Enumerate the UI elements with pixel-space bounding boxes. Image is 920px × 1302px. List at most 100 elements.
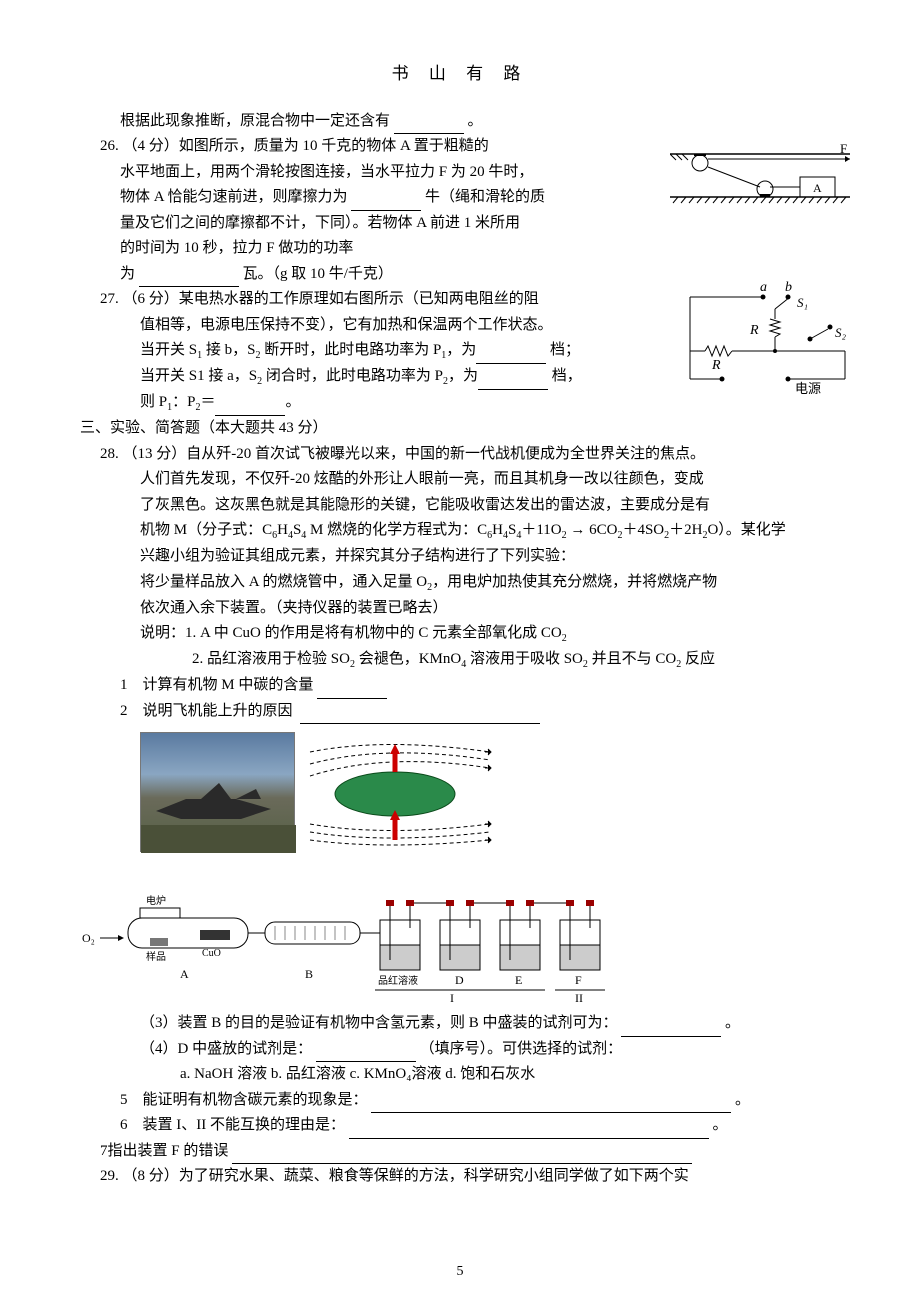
q27-l1t: （6 分）某电热水器的工作原理如右图所示（已知两电阻丝的阻 (123, 291, 539, 307)
blank (215, 398, 285, 416)
lbl-b: b (785, 280, 792, 295)
q28-l4: 机物 M（分子式：C6H4S4 M 燃烧的化学方程式为：C6H4S4＋11O2 … (80, 518, 840, 544)
t: 。 (725, 1015, 740, 1031)
t: （填序号）。可供选择的试剂： (420, 1041, 623, 1057)
section3: 三、实验、简答题（本大题共 43 分） (80, 416, 840, 442)
q28-l1t: （13 分）自从歼-20 首次试飞被曝光以来，中国的新一代战机便成为全世界关注的… (123, 446, 706, 462)
q28-n1: 说明：1. A 中 CuO 的作用是将有机物中的 C 元素全部氧化成 CO2 (80, 621, 840, 647)
q28-l2: 人们首先发现，不仅歼-20 炫酷的外形让人眼前一亮，而且其机身一改以往颜色，变成 (80, 467, 840, 493)
t: 机物 M（分子式：C (140, 522, 272, 538)
t: ＋11O (521, 522, 561, 538)
lbl-E: E (515, 973, 522, 987)
figure-pulley: F A (670, 139, 850, 209)
bottle-1 (380, 900, 420, 970)
t: 档， (548, 368, 582, 384)
figure-row-jet-airfoil (140, 732, 840, 852)
blank (349, 1121, 709, 1139)
t: ＋2H (669, 522, 702, 538)
t: 溶液用于吸收 SO (466, 651, 583, 667)
t: 。 (713, 1117, 728, 1133)
pulley-svg: F A (670, 139, 850, 209)
document-body: 根据此现象推断，原混合物中一定还含有 。 F A (80, 109, 840, 1190)
lbl-cuo: CuO (202, 948, 221, 959)
q28-p1: 1 计算有机物 M 中碳的含量 (80, 673, 840, 699)
q28-l5: 兴趣小组为验证其组成元素，并探究其分子结构进行了下列实验： (80, 544, 840, 570)
q29-num: 29. (100, 1168, 119, 1184)
lbl-O2: O₂ (82, 931, 95, 945)
apparatus-svg: O₂ 电炉 样品 CuO A B (80, 860, 680, 1005)
lbl-sample: 样品 (146, 950, 166, 963)
bottle-2 (440, 900, 480, 970)
t: ＋4SO (622, 522, 664, 538)
q26-l6a: 为 (120, 266, 135, 282)
q28-n2: 2. 品红溶液用于检验 SO2 会褪色，KMnO4 溶液用于吸收 SO2 并且不… (80, 647, 840, 673)
t: O）。某化学 (707, 522, 785, 538)
q27-num: 27. (100, 291, 119, 307)
t: 将少量样品放入 A 的燃烧管中，通入足量 O (140, 574, 427, 590)
lbl-I: I (450, 991, 454, 1005)
t: ，为 (448, 368, 478, 384)
figure-jet (140, 732, 295, 852)
page-number: 5 (0, 1260, 920, 1284)
t: 闭合时，此时电路功率为 P (262, 368, 443, 384)
lbl-D: D (455, 973, 464, 987)
t: （3）装置 B 的目的是验证有机物中含氢元素，则 B 中盛装的试剂可为： (140, 1015, 618, 1031)
q28-l1: 28. （13 分）自从歼-20 首次试飞被曝光以来，中国的新一代战机便成为全世… (80, 442, 840, 468)
t: ＝ (200, 394, 215, 410)
t: 。 (285, 394, 300, 410)
t: 计算有机物 M 中碳的含量 (143, 677, 314, 693)
blank (476, 346, 546, 364)
q28-l3: 了灰黑色。这灰黑色就是其能隐形的关键，它能吸收雷达发出的雷达波，主要成分是有 (80, 493, 840, 519)
q28-p4opt: a. NaOH 溶液 b. 品红溶液 c. KMnO₄溶液 d. 饱和石灰水 (80, 1062, 840, 1088)
page-header-title: 书 山 有 路 (80, 60, 840, 89)
t: 会褪色，KMnO (355, 651, 461, 667)
lbl-src: 电源 (795, 381, 821, 394)
q29-l1: 29. （8 分）为了研究水果、蔬菜、粮食等保鲜的方法，科学研究小组同学做了如下… (80, 1164, 840, 1190)
q28-l6: 将少量样品放入 A 的燃烧管中，通入足量 O2，用电炉加热使其充分燃烧，并将燃烧… (80, 570, 840, 596)
q26-l1t: （4 分）如图所示，质量为 10 千克的物体 A 置于粗糙的 (123, 138, 489, 154)
t: 6 (120, 1117, 128, 1133)
t: → 6CO (567, 522, 618, 538)
pre-line: 根据此现象推断，原混合物中一定还含有 。 (80, 109, 840, 135)
blank (232, 1146, 692, 1164)
circuit-svg: a b S₁ R S₂ 电源 R (670, 279, 850, 394)
jet-svg (141, 733, 296, 853)
q28-p4: （4）D 中盛放的试剂是： （填序号）。可供选择的试剂： (80, 1037, 840, 1063)
t: ，为 (446, 342, 476, 358)
q27-l5: 则 P1：P2＝。 (80, 390, 840, 416)
lbl-R: R (749, 323, 759, 338)
pre-text-b: 。 (468, 113, 483, 129)
pre-text: 根据此现象推断，原混合物中一定还含有 (120, 113, 390, 129)
t: 说明飞机能上升的原因 (143, 703, 293, 719)
lbl-B: B (305, 967, 313, 981)
blank (371, 1095, 731, 1113)
q28-p6: 6 装置 I、II 不能互换的理由是： 。 (80, 1113, 840, 1139)
lbl-II: II (575, 991, 583, 1005)
q28-p5: 5 能证明有机物含碳元素的现象是： 。 (80, 1088, 840, 1114)
blank (316, 1044, 416, 1062)
airfoil-svg (305, 732, 495, 852)
q26-l5: 的时间为 10 秒，拉力 F 做功的功率 (80, 236, 840, 262)
lbl-S2: S₂ (835, 325, 847, 340)
figure-apparatus: O₂ 电炉 样品 CuO A B (80, 860, 680, 1005)
lbl-S1: S₁ (797, 295, 808, 310)
q29-l1t: （8 分）为了研究水果、蔬菜、粮食等保鲜的方法，科学研究小组同学做了如下两个实 (123, 1168, 689, 1184)
t: 7指出装置 F 的错误 (100, 1143, 228, 1159)
s: 2 (562, 633, 567, 644)
label-A: A (813, 181, 822, 195)
t: ，用电炉加热使其充分燃烧，并将燃烧产物 (432, 574, 717, 590)
blank (317, 681, 387, 699)
t: 反应 (681, 651, 715, 667)
t: 5 (120, 1092, 128, 1108)
t: 断开时，此时电路功率为 P (260, 342, 441, 358)
t: 当开关 S (140, 342, 197, 358)
q28-num: 28. (100, 446, 119, 462)
label-F: F (840, 141, 847, 156)
lbl-pinhong: 品红溶液 (378, 974, 418, 987)
blank (300, 706, 540, 724)
blank (351, 193, 421, 211)
q28-p7: 7指出装置 F 的错误 (80, 1139, 840, 1165)
t: H (492, 522, 503, 538)
blank (394, 116, 464, 134)
t: 接 b，S (202, 342, 255, 358)
